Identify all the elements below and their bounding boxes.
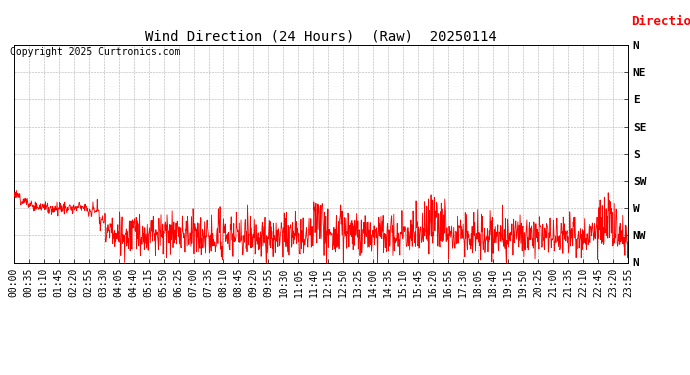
Text: Direction: Direction	[631, 15, 690, 28]
Text: Copyright 2025 Curtronics.com: Copyright 2025 Curtronics.com	[10, 47, 181, 57]
Title: Wind Direction (24 Hours)  (Raw)  20250114: Wind Direction (24 Hours) (Raw) 20250114	[145, 30, 497, 44]
